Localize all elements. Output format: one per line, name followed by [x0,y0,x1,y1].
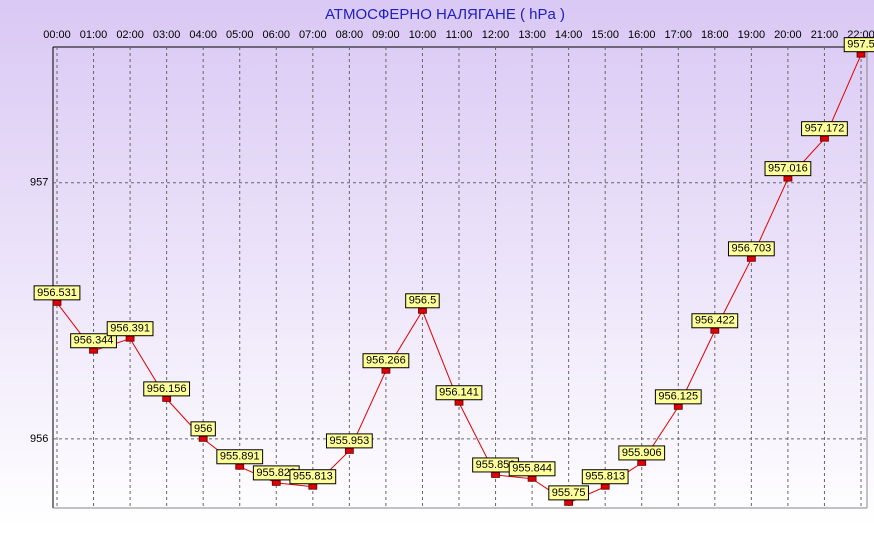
value-label: 956.5 [409,295,437,307]
point-marker [454,399,464,406]
point-marker [308,483,318,490]
x-tick-label: 14:00 [555,29,583,41]
value-label: 955.844 [512,463,552,475]
point-marker [637,460,647,466]
value-label-box [843,37,874,53]
chart-title: АТМОСФЕРНО НАЛЯГАНЕ ( hPa ) [325,6,565,23]
value-label: 955.906 [622,447,662,459]
y-tick-label: 957 [30,177,48,189]
x-tick-label: 20:00 [774,29,802,41]
value-label: 956.703 [731,243,771,255]
point-marker [527,475,537,482]
y-tick-label: 956 [30,433,48,445]
x-tick-label: 18:00 [701,29,729,41]
x-tick-label: 11:00 [446,29,473,41]
value-label: 956.125 [658,391,698,403]
value-label-box [405,293,440,309]
point-marker [673,403,683,410]
point-marker [564,499,574,506]
x-tick-label: 07:00 [299,29,327,41]
value-label: 956.141 [439,387,479,399]
value-label-box [801,121,848,137]
value-label-box [325,433,373,449]
x-tick-label: 19:00 [738,29,766,41]
point-marker [381,367,391,374]
value-label: 956.156 [147,383,187,395]
value-label: 955.813 [293,471,333,483]
value-label-box [581,469,629,485]
point-marker [271,480,281,486]
x-tick-label: 21:00 [811,29,839,41]
value-label: 957.016 [768,163,808,175]
value-label-box [618,445,666,461]
value-label-box [70,333,117,349]
value-label-box [143,381,191,397]
x-tick-label: 01:00 [80,29,108,41]
point-marker [125,335,135,342]
value-label-box [548,485,589,501]
value-label: 956.531 [37,287,77,299]
x-tick-label: 04:00 [189,29,217,41]
value-label: 955.828 [256,467,296,479]
value-label: 957.5 [847,39,874,51]
x-tick-label: 03:00 [153,29,181,41]
value-label: 955.813 [585,471,625,483]
value-label-box [691,313,739,329]
value-label: 957.172 [805,123,845,135]
x-tick-label: 12:00 [482,29,510,41]
point-marker [418,307,427,314]
point-marker [89,347,98,354]
value-label-box [654,389,702,405]
point-marker [491,472,500,478]
value-label: 956.344 [74,335,114,347]
point-marker [52,299,62,306]
point-marker [162,395,172,402]
value-label-box [727,241,775,257]
value-label: 956.266 [366,355,406,367]
x-tick-label: 02:00 [116,29,144,41]
value-label-box [764,161,812,177]
x-tick-label: 13:00 [518,29,546,41]
value-label-box [106,321,154,337]
value-label: 956 [194,423,212,435]
value-label: 956.422 [695,315,735,327]
point-marker [783,175,793,182]
x-tick-label: 05:00 [226,29,254,41]
x-tick-label: 08:00 [336,29,364,41]
point-marker [856,51,866,58]
value-label: 955.859 [476,459,516,471]
value-label: 955.891 [220,451,260,463]
x-tick-label: 06:00 [263,29,291,41]
point-marker [600,483,610,490]
value-label: 955.953 [329,435,369,447]
value-label-box [33,285,81,301]
x-tick-label: 10:00 [409,29,437,41]
value-label: 955.75 [552,487,586,499]
value-label-box [216,449,264,465]
value-label-box [435,385,483,401]
x-tick-label: 00:00 [43,29,71,41]
x-tick-label: 17:00 [665,29,693,41]
value-label-box [508,461,556,477]
point-marker [344,447,354,454]
value-label-box [362,353,410,369]
point-marker [710,327,720,334]
x-tick-label: 16:00 [628,29,656,41]
point-marker [820,135,829,142]
value-label: 956.391 [110,323,150,335]
point-marker [235,463,245,470]
x-tick-label: 09:00 [372,29,400,41]
value-label-box [190,421,216,437]
point-marker [746,255,756,262]
value-label-box [289,469,337,485]
x-tick-label: 15:00 [591,29,619,41]
point-marker [198,435,208,442]
